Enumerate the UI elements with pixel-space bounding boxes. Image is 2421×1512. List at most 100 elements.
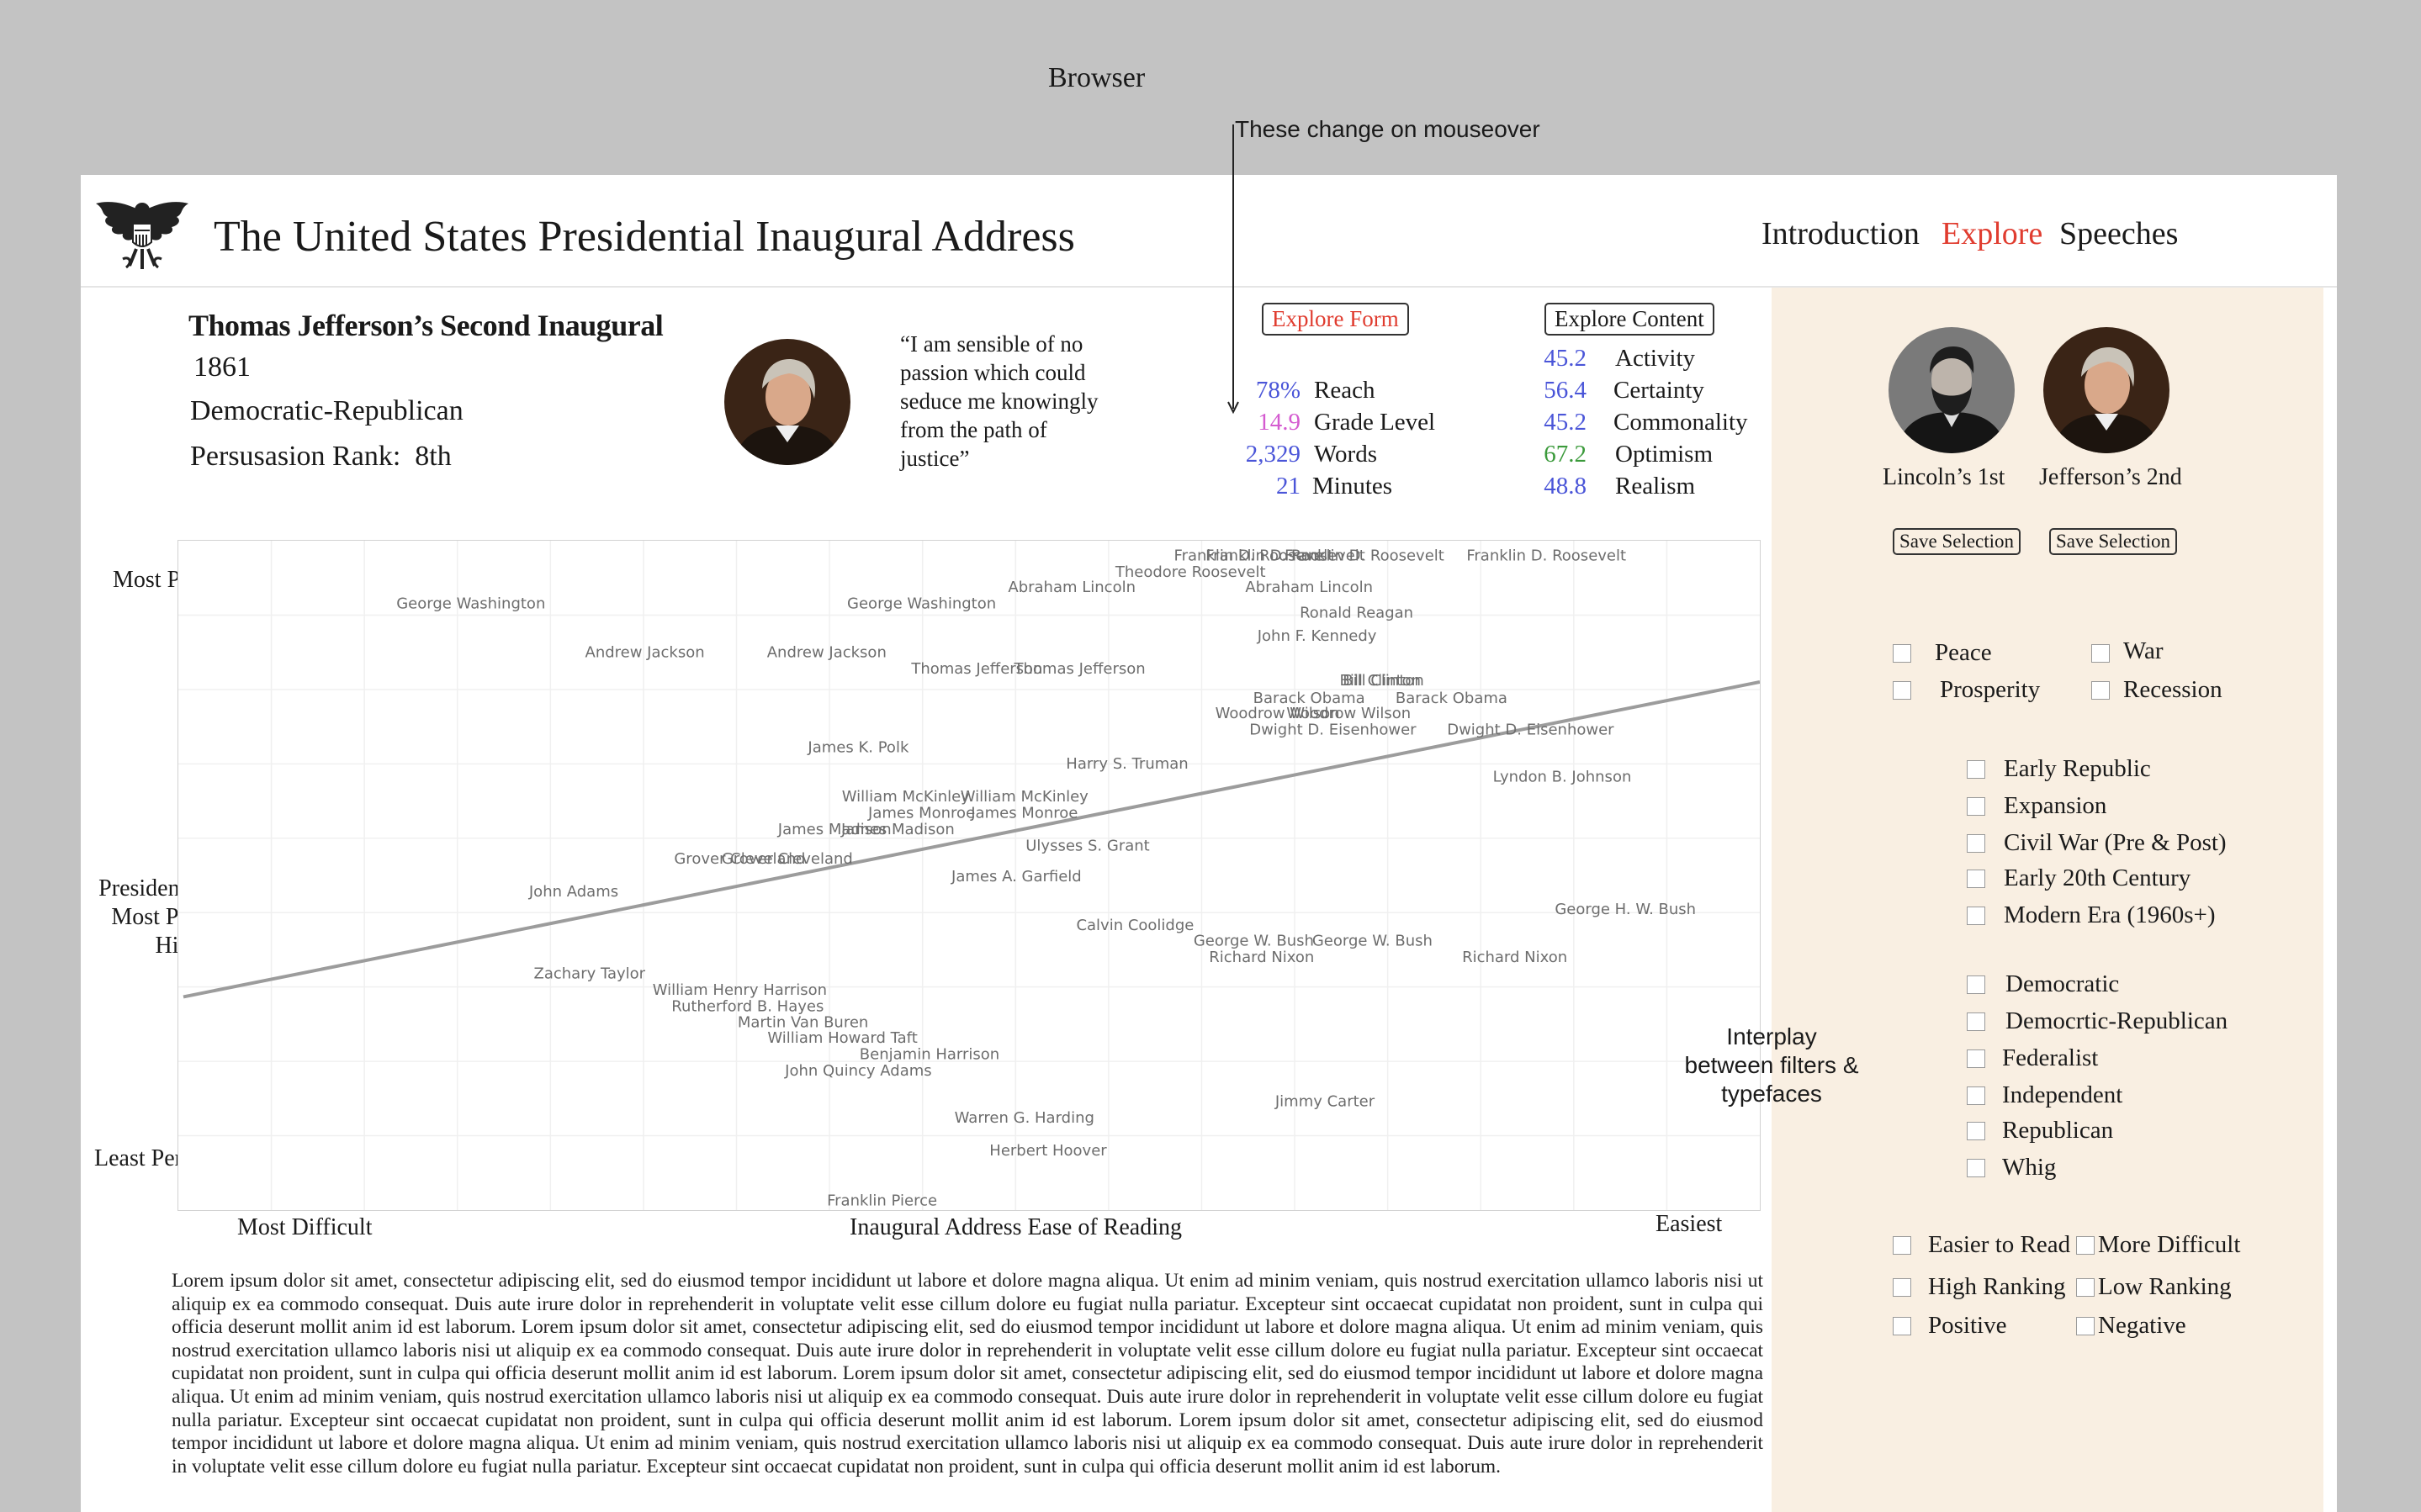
nav-explore[interactable]: Explore: [1942, 216, 2043, 251]
president-point-label[interactable]: James Madison: [840, 821, 955, 838]
president-point-label[interactable]: Bill Clinton: [1343, 672, 1424, 690]
president-point-label[interactable]: George Washington: [847, 595, 996, 613]
president-point-label[interactable]: Herbert Hoover: [989, 1142, 1107, 1160]
nav-introduction[interactable]: Introduction: [1761, 216, 1920, 251]
filter-label-more-difficult: More Difficult: [2098, 1231, 2241, 1258]
lincoln-portrait-icon[interactable]: [1888, 326, 2016, 454]
president-point-label[interactable]: James Monroe: [970, 804, 1078, 822]
president-point-label[interactable]: Grover Cleveland: [674, 850, 805, 868]
president-point-label[interactable]: John Quincy Adams: [784, 1062, 931, 1080]
president-point-label[interactable]: Harry S. Truman: [1066, 755, 1188, 773]
checkbox-democratic-republican[interactable]: [1967, 1012, 1985, 1031]
save-selection-button-2[interactable]: Save Selection: [2049, 528, 2178, 555]
president-point-label[interactable]: George H. W. Bush: [1555, 901, 1696, 918]
checkbox-early-republic[interactable]: [1967, 760, 1985, 779]
president-point-label[interactable]: James Madison: [777, 821, 892, 838]
president-point-label[interactable]: James A. Garfield: [951, 868, 1082, 886]
president-point-label[interactable]: James Monroe: [867, 804, 975, 822]
president-point-label[interactable]: Calvin Coolidge: [1076, 917, 1194, 934]
president-point-label[interactable]: Barack Obama: [1396, 690, 1507, 707]
checkbox-expansion[interactable]: [1967, 797, 1985, 816]
metric-value: 14.9: [1258, 409, 1301, 436]
metric-label: Grade Level: [1314, 409, 1436, 436]
checkbox-low-ranking[interactable]: [2076, 1278, 2095, 1297]
president-point-label[interactable]: Barack Obama: [1253, 690, 1365, 707]
president-point-label[interactable]: Ronald Reagan: [1300, 605, 1413, 622]
president-point-label[interactable]: William Howard Taft: [767, 1029, 917, 1047]
checkbox-high-ranking[interactable]: [1893, 1278, 1911, 1297]
filter-label-expansion: Expansion: [2004, 792, 2107, 819]
checkbox-federalist[interactable]: [1967, 1049, 1985, 1068]
president-point-label[interactable]: Franklin D. Roosevelt: [1285, 547, 1444, 565]
president-point-label[interactable]: William McKinley: [842, 788, 970, 806]
save-selection-button-1[interactable]: Save Selection: [1893, 528, 2021, 555]
checkbox-civil-war[interactable]: [1967, 834, 1985, 853]
scatter-chart: George Washington George Washington Abraha…: [177, 540, 1761, 1211]
president-point-label[interactable]: Woodrow Wilson: [1216, 705, 1340, 722]
president-point-label[interactable]: Martin Van Buren: [738, 1013, 868, 1031]
president-point-label[interactable]: Dwight D. Eisenhower: [1249, 721, 1417, 738]
checkbox-more-difficult[interactable]: [2076, 1236, 2095, 1255]
president-point-label[interactable]: Franklin D. Roosevelt: [1466, 547, 1626, 565]
president-point-label[interactable]: William McKinley: [961, 788, 1089, 806]
metric-label: Certainty: [1613, 377, 1704, 404]
filter-label-federalist: Federalist: [2002, 1044, 2099, 1071]
president-point-label[interactable]: Bill Clinton: [1340, 672, 1422, 690]
president-point-label[interactable]: Franklin D. Roosevelt: [1205, 547, 1365, 565]
president-point-label[interactable]: Grover Cleveland: [722, 850, 853, 868]
filter-label-republican: Republican: [2002, 1117, 2114, 1144]
checkbox-positive[interactable]: [1893, 1317, 1911, 1335]
checkbox-independent[interactable]: [1967, 1086, 1985, 1105]
president-point-label[interactable]: Richard Nixon: [1462, 949, 1567, 966]
jefferson-portrait-icon[interactable]: [2042, 326, 2170, 454]
checkbox-prosperity[interactable]: [1893, 681, 1911, 700]
president-point-label[interactable]: Richard Nixon: [1209, 949, 1314, 966]
checkbox-negative[interactable]: [2076, 1317, 2095, 1335]
checkbox-modern-era[interactable]: [1967, 907, 1985, 925]
president-point-label[interactable]: Theodore Roosevelt: [1115, 563, 1266, 581]
president-point-label[interactable]: Rutherford B. Hayes: [671, 998, 824, 1016]
president-point-label[interactable]: George W. Bush: [1194, 933, 1314, 950]
filter-label-early-20th-century: Early 20th Century: [2004, 864, 2191, 891]
president-point-label[interactable]: Woodrow Wilson: [1286, 705, 1411, 722]
president-point-label[interactable]: John Adams: [528, 883, 618, 901]
filter-label-modern-era: Modern Era (1960s+): [2004, 901, 2216, 928]
checkbox-early-20th-century[interactable]: [1967, 870, 1985, 888]
explore-content-button[interactable]: Explore Content: [1544, 303, 1714, 336]
president-point-label[interactable]: Andrew Jackson: [767, 643, 887, 661]
president-point-label[interactable]: Franklin D. Roosevelt: [1174, 547, 1334, 565]
checkbox-republican[interactable]: [1967, 1122, 1985, 1140]
president-point-label[interactable]: Andrew Jackson: [585, 643, 705, 661]
president-point-label[interactable]: Benjamin Harrison: [860, 1046, 999, 1064]
metric-value: 56.4: [1544, 377, 1587, 404]
president-point-label[interactable]: Abraham Lincoln: [1008, 579, 1136, 596]
president-point-label[interactable]: Franklin Pierce: [827, 1192, 937, 1209]
rank-value: 8th: [415, 441, 452, 472]
president-point-label[interactable]: Jimmy Carter: [1274, 1093, 1375, 1111]
checkbox-whig[interactable]: [1967, 1159, 1985, 1177]
nav-speeches[interactable]: Speeches: [2059, 216, 2179, 251]
president-point-label[interactable]: George Washington: [396, 595, 545, 613]
rank-label: Persusasion Rank:: [190, 441, 401, 472]
president-point-label[interactable]: Lyndon B. Johnson: [1493, 769, 1632, 786]
checkbox-recession[interactable]: [2091, 681, 2110, 700]
explore-form-button[interactable]: Explore Form: [1262, 303, 1409, 336]
president-point-label[interactable]: George W. Bush: [1312, 933, 1433, 950]
president-point-label[interactable]: Ulysses S. Grant: [1025, 837, 1149, 854]
checkbox-war[interactable]: [2091, 644, 2110, 663]
browser-annotation: Browser: [1048, 62, 1146, 93]
checkbox-easier-to-read[interactable]: [1893, 1236, 1911, 1255]
president-point-label[interactable]: Abraham Lincoln: [1245, 579, 1373, 596]
president-point-label[interactable]: Thomas Jefferson: [1014, 660, 1146, 678]
president-point-label[interactable]: Zachary Taylor: [534, 965, 646, 983]
metric-value: 78%: [1255, 377, 1301, 404]
checkbox-democratic[interactable]: [1967, 975, 1985, 994]
president-point-label[interactable]: Thomas Jefferson: [910, 660, 1042, 678]
president-point-label[interactable]: John F. Kennedy: [1257, 627, 1377, 645]
president-point-label[interactable]: William Henry Harrison: [653, 981, 827, 999]
president-point-label[interactable]: Dwight D. Eisenhower: [1447, 721, 1614, 738]
president-point-label[interactable]: Warren G. Harding: [955, 1109, 1094, 1127]
checkbox-peace[interactable]: [1893, 644, 1911, 663]
president-point-label[interactable]: James K. Polk: [807, 738, 909, 756]
filter-label-independent: Independent: [2002, 1081, 2123, 1108]
